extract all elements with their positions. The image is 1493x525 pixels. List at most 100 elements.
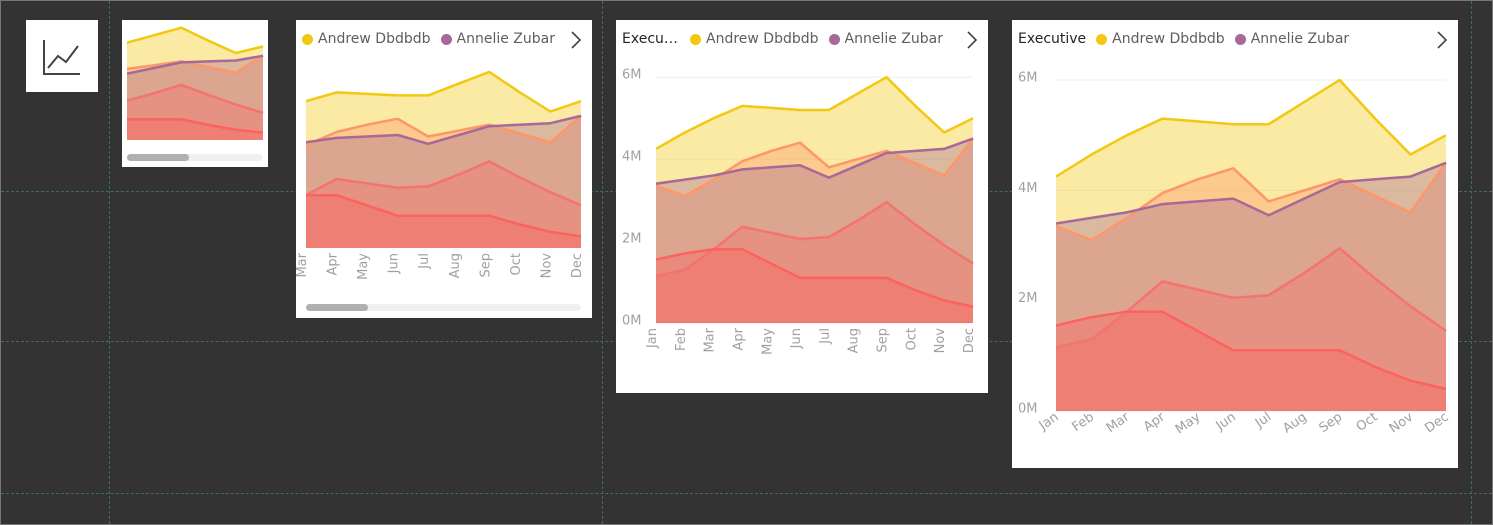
- legend-item: Andrew Dbdbdb: [690, 31, 819, 47]
- area: [656, 249, 973, 323]
- x-tick-label: Apr: [1141, 409, 1169, 435]
- line: [306, 160, 582, 207]
- x-tick-label: Jun: [387, 253, 402, 274]
- x-tick-label: Sep: [478, 253, 493, 278]
- line: [1056, 247, 1447, 349]
- area: [306, 71, 581, 248]
- x-tick-label: Dec: [1422, 410, 1451, 437]
- area: [127, 27, 263, 140]
- series-layer: [1056, 78, 1448, 411]
- legend-swatch: [690, 33, 701, 45]
- legend-next[interactable]: [1436, 30, 1448, 50]
- area: [306, 115, 581, 248]
- guide: [602, 1, 603, 524]
- scroll-track: [306, 304, 581, 311]
- scroll-thumb[interactable]: [306, 304, 368, 311]
- x-tick-label: Oct: [904, 328, 919, 350]
- legend-item: Annelie Zubar: [440, 31, 555, 47]
- line: [656, 137, 974, 185]
- visual-icon[interactable]: [26, 20, 98, 92]
- x-tick-label: Dec: [962, 328, 977, 353]
- area: [656, 202, 973, 323]
- area: [1056, 80, 1446, 411]
- line: [656, 137, 974, 198]
- x-tick-label: Nov: [1387, 410, 1417, 437]
- area: [1056, 248, 1446, 411]
- y-tick-label: 4M: [1018, 181, 1038, 196]
- x-tick-label: Oct: [1354, 410, 1381, 435]
- legend-next[interactable]: [966, 30, 978, 50]
- visual[interactable]: [122, 20, 268, 167]
- x-tick-label: Nov: [933, 328, 948, 354]
- line: [306, 70, 582, 113]
- area: [656, 138, 973, 323]
- area: [127, 84, 263, 140]
- x-tick-label: Jan: [1036, 410, 1062, 434]
- legend-item: Annelie Zubar: [1234, 31, 1349, 47]
- legend-swatch: [302, 33, 313, 45]
- area: [1056, 311, 1446, 411]
- area: [306, 161, 581, 248]
- area: [1056, 162, 1446, 411]
- legend-item: Andrew Dbdbdb: [302, 31, 431, 47]
- legend-swatch: [828, 33, 840, 45]
- line: [1056, 310, 1447, 391]
- x-tick-label: Mar: [296, 252, 310, 277]
- x-tick-label: Nov: [539, 253, 554, 279]
- chevron: [1437, 31, 1448, 49]
- area: [306, 115, 581, 248]
- chevron: [967, 31, 978, 49]
- legend-item: Annelie Zubar: [828, 31, 943, 47]
- line-chart-icon: [43, 40, 80, 75]
- line: [127, 54, 264, 74]
- line: [306, 193, 582, 238]
- x-tick-label: Oct: [509, 253, 524, 275]
- x-tick-label: May: [1173, 410, 1204, 438]
- x-tick-label: Jan: [645, 328, 660, 349]
- guide: [109, 1, 110, 524]
- x-tick-label: May: [760, 328, 775, 355]
- y-tick-label: 0M: [1018, 402, 1038, 417]
- x-tick-label: Aug: [448, 253, 463, 278]
- y-tick-label: 4M: [622, 150, 642, 165]
- line: [127, 54, 264, 75]
- y-tick-label: 2M: [622, 232, 642, 247]
- y-tick-label: 6M: [1018, 71, 1038, 86]
- y-tick-label: 2M: [1018, 291, 1038, 306]
- y-tick-label: 6M: [622, 68, 642, 83]
- line: [1056, 78, 1447, 178]
- legend-swatch: [1096, 33, 1108, 45]
- guide: [1471, 1, 1472, 524]
- x-tick-label: Apr: [731, 327, 746, 350]
- x-tick-label: Apr: [326, 252, 341, 275]
- scroll-thumb[interactable]: [127, 154, 189, 161]
- x-tick-label: Jul: [1252, 410, 1274, 432]
- series-layer: [306, 70, 582, 248]
- x-tick-label: Jul: [818, 328, 833, 345]
- legend-item: Andrew Dbdbdb: [1096, 31, 1225, 47]
- x-tick-label: Dec: [570, 253, 585, 278]
- chevron: [571, 31, 582, 49]
- x-tick-label: Jun: [1213, 410, 1239, 435]
- x-tick-label: Feb: [674, 328, 689, 351]
- plot: 0M 2M 4M 6M Jan Feb Mar Apr May Jun Jul Aug Sep Oct No…: [1018, 71, 1452, 438]
- guide: [1, 493, 1492, 494]
- area: [1056, 162, 1446, 411]
- x-tick-label: Aug: [1280, 410, 1309, 437]
- line: [306, 114, 582, 146]
- legend-next[interactable]: [570, 30, 582, 50]
- line: [656, 75, 974, 150]
- line: [656, 248, 974, 308]
- y-tick-label: 0M: [622, 314, 642, 329]
- line: [1056, 161, 1447, 225]
- x-tick-label: Mar: [1104, 409, 1133, 436]
- area: [127, 119, 263, 140]
- header: Andrew Dbdbdb Annelie Zubar: [302, 28, 562, 50]
